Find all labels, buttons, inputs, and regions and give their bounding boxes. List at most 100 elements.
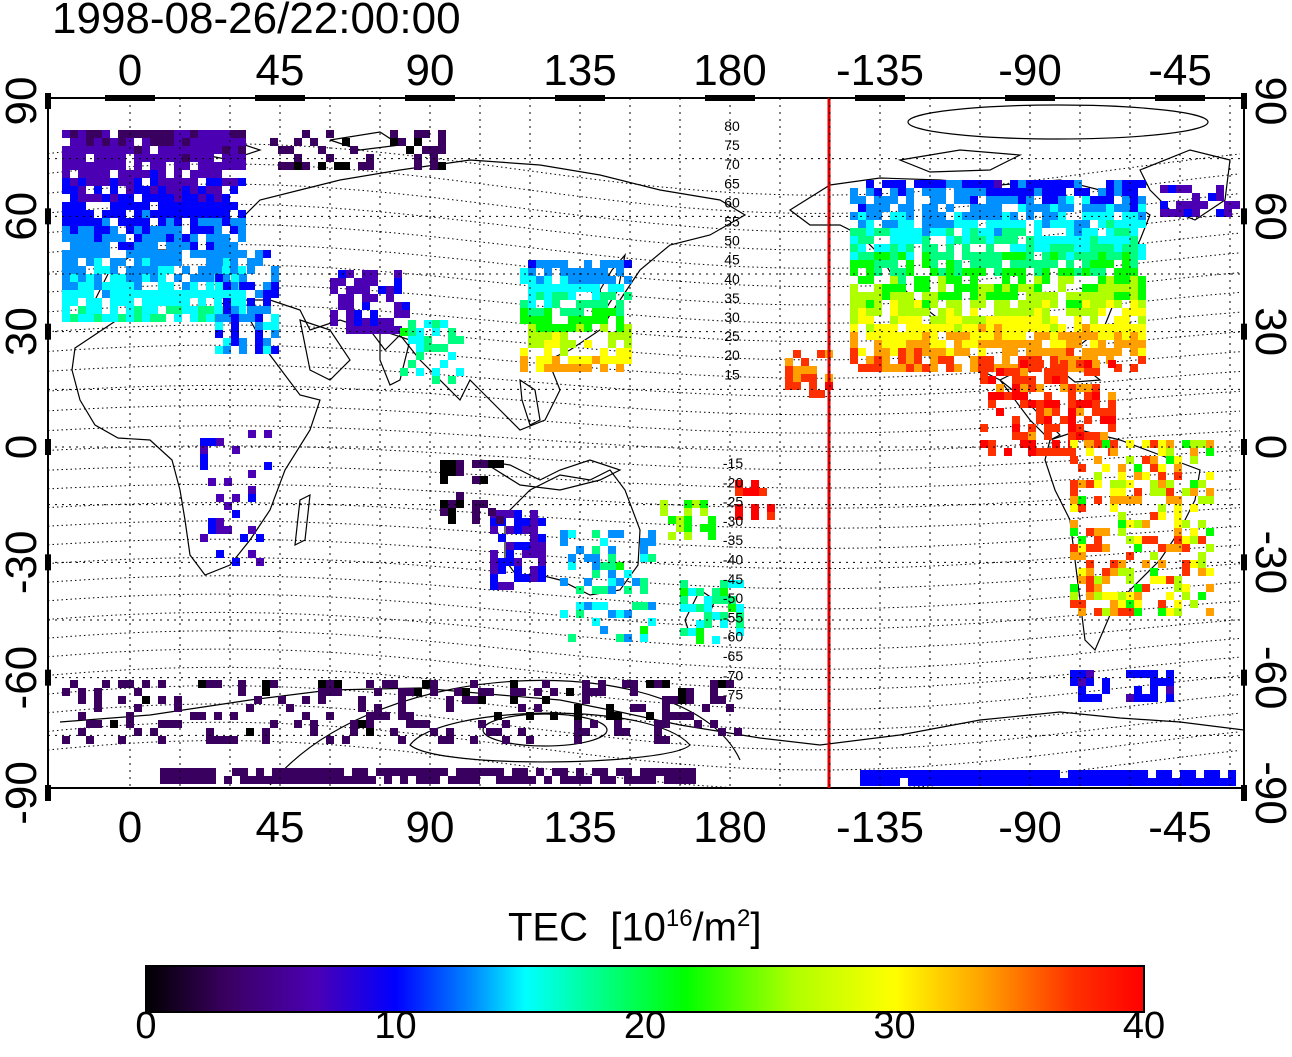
tec-pixel [520, 768, 528, 776]
tec-pixel [62, 290, 70, 298]
tec-pixel [1174, 520, 1182, 528]
tec-pixel [384, 776, 392, 784]
tec-pixel [1098, 260, 1106, 268]
tec-pixel [240, 776, 248, 784]
tec-pixel [222, 258, 230, 266]
tec-pixel [472, 776, 480, 784]
tec-pixel [898, 268, 906, 276]
tec-pixel [712, 636, 720, 644]
tec-pixel [1002, 300, 1010, 308]
tec-pixel [1168, 209, 1176, 217]
tec-pixel [1086, 560, 1094, 568]
tec-pixel [1050, 300, 1058, 308]
tec-pixel [1122, 228, 1130, 236]
tec-pixel [536, 284, 544, 292]
tec-pixel [986, 284, 994, 292]
tec-pixel [720, 596, 728, 604]
tec-pixel [78, 130, 86, 138]
tec-pixel [1082, 236, 1090, 244]
tec-pixel [994, 236, 1002, 244]
tec-pixel [688, 588, 696, 596]
axis-tick-marks [45, 93, 1247, 801]
tec-pixel [616, 562, 624, 570]
tec-pixel [906, 300, 914, 308]
tec-pixel [86, 314, 94, 322]
tec-pixel [624, 776, 632, 784]
tec-pixel [906, 348, 914, 356]
tec-pixel [1002, 220, 1010, 228]
contour-label-south: -15 [723, 455, 743, 471]
tec-pixel [400, 328, 408, 336]
tec-pixel [1044, 778, 1052, 786]
tec-pixel [346, 286, 354, 294]
tec-pixel [858, 252, 866, 260]
tec-pixel [616, 332, 624, 340]
tec-pixel [1122, 308, 1130, 316]
tec-pixel [1074, 316, 1082, 324]
tec-pixel [930, 252, 938, 260]
tec-pixel [962, 332, 970, 340]
tec-pixel [232, 558, 240, 566]
tec-pixel [231, 330, 239, 338]
tec-pixel [970, 180, 978, 188]
tec-pixel [318, 680, 326, 688]
tec-pixel [1070, 678, 1078, 686]
contour-line [48, 163, 1241, 214]
tec-pixel [386, 294, 394, 302]
tec-pixel [238, 146, 246, 154]
tec-pixel [986, 204, 994, 212]
tec-pixel [970, 188, 978, 196]
tec-pixel [664, 768, 672, 776]
tec-pixel [263, 250, 271, 258]
tec-pixel [1058, 244, 1066, 252]
tec-pixel [102, 226, 110, 234]
tec-pixel [1114, 276, 1122, 284]
tec-pixel [688, 628, 696, 636]
tec-pixel [102, 178, 110, 186]
tec-pixel [882, 348, 890, 356]
tec-pixel [1042, 244, 1050, 252]
tec-pixel [1138, 324, 1146, 332]
tec-pixel [416, 336, 424, 344]
tec-pixel [1158, 464, 1166, 472]
tec-pixel [174, 704, 182, 712]
tec-pixel [1050, 236, 1058, 244]
tec-pixel [222, 274, 230, 282]
tec-pixel [874, 340, 882, 348]
tec-pixel [1050, 196, 1058, 204]
tec-pixel [174, 274, 182, 282]
tec-pixel [680, 628, 688, 636]
tec-pixel [1140, 770, 1148, 778]
contour-label-north: 60 [724, 194, 740, 210]
tec-pixel [263, 306, 271, 314]
tec-pixel [134, 258, 142, 266]
tec-pixel [414, 162, 422, 170]
tec-pixel [914, 324, 922, 332]
tec-pixel [980, 368, 988, 376]
tec-pixel [1126, 568, 1134, 576]
tec-pixel [930, 348, 938, 356]
tec-pixel [215, 282, 223, 290]
tec-pixel [271, 282, 279, 290]
tec-pixel [1108, 392, 1116, 400]
tec-pixel [680, 776, 688, 784]
tec-pixel [996, 770, 1004, 778]
tec-pixel [560, 610, 568, 618]
tec-pixel [560, 578, 568, 586]
contour-label-north: 40 [724, 271, 740, 287]
tec-pixel [536, 356, 544, 364]
tec-pixel [850, 196, 858, 204]
colorbar-unit-exp2: 2 [736, 905, 751, 932]
tec-pixel [1036, 400, 1044, 408]
tec-pixel [1228, 778, 1236, 786]
tec-pixel [248, 776, 256, 784]
tec-pixel [560, 260, 568, 268]
tec-pixel [134, 130, 142, 138]
tec-pixel [1010, 188, 1018, 196]
tec-pixel [850, 316, 858, 324]
tec-pixel [914, 300, 922, 308]
tec-pixel [1150, 440, 1158, 448]
tec-pixel [1108, 400, 1116, 408]
tec-pixel [1102, 440, 1110, 448]
tec-pixel [978, 332, 986, 340]
